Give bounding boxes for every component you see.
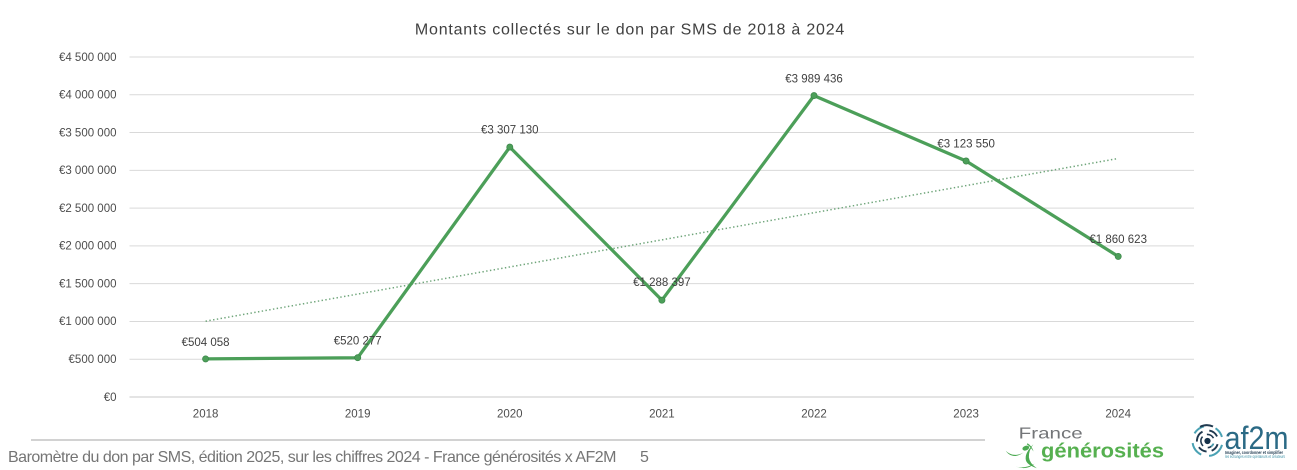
svg-text:€4 500 000: €4 500 000 bbox=[59, 52, 117, 64]
svg-text:2018: 2018 bbox=[193, 409, 219, 421]
svg-text:€1 000 000: €1 000 000 bbox=[59, 316, 117, 328]
svg-text:€3 307 130: €3 307 130 bbox=[481, 125, 539, 137]
svg-text:2019: 2019 bbox=[345, 409, 371, 421]
svg-text:€500 000: €500 000 bbox=[69, 354, 117, 366]
svg-text:générosités: générosités bbox=[1041, 440, 1164, 462]
svg-text:2022: 2022 bbox=[801, 409, 827, 421]
svg-text:Montants collectés sur le don: Montants collectés sur le don par SMS de… bbox=[415, 22, 845, 39]
svg-text:€2 000 000: €2 000 000 bbox=[59, 241, 117, 253]
svg-text:Baromètre du don par SMS, édit: Baromètre du don par SMS, édition 2025, … bbox=[8, 449, 616, 466]
svg-text:af2m: af2m bbox=[1225, 420, 1289, 456]
svg-text:Imaginer, coordonner et simpli: Imaginer, coordonner et simplifier bbox=[1225, 450, 1283, 455]
svg-text:€1 500 000: €1 500 000 bbox=[59, 279, 117, 291]
svg-text:€3 989 436: €3 989 436 bbox=[785, 74, 843, 86]
svg-text:€2 500 000: €2 500 000 bbox=[59, 203, 117, 215]
svg-text:2020: 2020 bbox=[497, 409, 523, 421]
svg-text:les échanges entre opérateurs: les échanges entre opérateurs et créateu… bbox=[1225, 454, 1285, 459]
svg-text:€504 058: €504 058 bbox=[182, 337, 230, 349]
svg-text:2024: 2024 bbox=[1105, 409, 1131, 421]
svg-text:€3 123 550: €3 123 550 bbox=[937, 139, 995, 151]
svg-text:€1 288 397: €1 288 397 bbox=[633, 277, 691, 289]
svg-text:France: France bbox=[1019, 426, 1083, 443]
svg-text:2021: 2021 bbox=[649, 409, 675, 421]
svg-text:€4 000 000: €4 000 000 bbox=[59, 90, 117, 102]
svg-text:€520 277: €520 277 bbox=[334, 336, 382, 348]
svg-text:5: 5 bbox=[640, 449, 649, 466]
svg-text:2023: 2023 bbox=[953, 409, 979, 421]
svg-text:€0: €0 bbox=[104, 392, 117, 404]
svg-text:€3 500 000: €3 500 000 bbox=[59, 127, 117, 139]
svg-text:€3 000 000: €3 000 000 bbox=[59, 165, 117, 177]
svg-text:€1 860 623: €1 860 623 bbox=[1089, 234, 1147, 246]
